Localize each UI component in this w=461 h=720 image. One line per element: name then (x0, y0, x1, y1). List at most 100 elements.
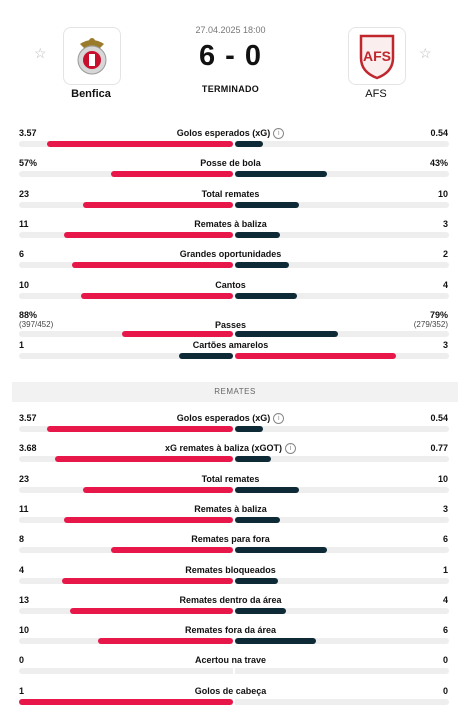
stat-row[interactable]: 1 3 Cartões amarelos (0, 340, 461, 368)
stat-away-bar-track (235, 638, 449, 645)
stat-row[interactable]: 57% 43% Posse de bola (0, 158, 461, 186)
stat-label-text: Remates à baliza (194, 503, 267, 514)
stat-label: Cartões amarelos (0, 340, 461, 350)
info-icon[interactable]: i (273, 128, 285, 139)
stat-home-value: 10 (19, 279, 30, 290)
afs-logo[interactable]: AFS (348, 27, 406, 85)
stat-home-bar-track (19, 426, 233, 432)
stat-away-bar (235, 638, 316, 645)
stat-away-bar (235, 577, 278, 584)
stat-home-bar-track (19, 456, 233, 463)
stat-away-bar-track (235, 486, 449, 493)
stat-label-text: Remates para fora (191, 534, 270, 545)
stat-row[interactable]: 3.57 0.54 Golos esperados (xG) i (0, 128, 461, 156)
stat-away-value: 0.54 (430, 413, 448, 423)
stat-away-bar-track (235, 201, 449, 208)
stat-label: Remates à baliza (0, 219, 461, 229)
stat-away-bar-track (235, 698, 449, 705)
stat-away-bar-track (235, 577, 449, 584)
stat-label: Remates fora da área (0, 625, 461, 635)
away-team-name[interactable]: AFS (365, 88, 387, 100)
stat-home-bar-track (19, 262, 233, 269)
stat-row[interactable]: 11 3 Remates à baliza (0, 504, 461, 532)
match-status: TERMINADO (201, 84, 260, 94)
stat-label: Grandes oportunidades (0, 249, 461, 259)
stat-home-value: 8 (19, 534, 25, 545)
stat-home-bar (83, 486, 233, 493)
info-icon[interactable]: i (273, 413, 285, 424)
stat-home-bar (19, 698, 233, 705)
stat-row[interactable]: 8 6 Remates para fora (0, 534, 461, 562)
stat-away-value: 6 (442, 625, 448, 636)
stat-label-text: Cartões amarelos (192, 340, 269, 351)
stat-label: Acertou na trave (0, 655, 461, 665)
favorite-away-star-icon[interactable]: ☆ (419, 45, 432, 61)
stat-home-value: 11 (19, 503, 29, 514)
stat-away-value: 1 (442, 564, 448, 575)
stat-row[interactable]: 4 1 Remates bloqueados (0, 565, 461, 593)
stat-away-value: 4 (442, 594, 448, 605)
stat-home-bar-track (19, 486, 233, 493)
stat-away-value: 3 (442, 340, 448, 351)
stat-row[interactable]: 11 3 Remates à baliza (0, 219, 461, 247)
stat-label: Remates à baliza (0, 504, 461, 514)
stat-away-bar (235, 292, 297, 299)
stat-away-bar-track (235, 171, 449, 178)
stat-away-bar (235, 262, 289, 269)
stat-away-bar-track (235, 231, 449, 238)
stat-home-bar-track (19, 231, 233, 238)
stat-row[interactable]: 1 0 Golos de cabeça (0, 686, 461, 714)
stat-away-bar (235, 141, 263, 147)
home-team-name[interactable]: Benfica (71, 88, 111, 100)
stat-row[interactable]: 3.57 0.54 Golos esperados (xG) i (0, 413, 461, 441)
stat-label: Remates para fora (0, 534, 461, 544)
stat-home-bar (72, 262, 233, 269)
stat-row[interactable]: 23 10 Total remates (0, 189, 461, 217)
stat-away-bar-track (235, 516, 449, 523)
stat-away-value: 0.77 (430, 443, 448, 454)
stat-home-bar-track (19, 292, 233, 299)
stat-row[interactable]: 6 2 Grandes oportunidades (0, 249, 461, 277)
benfica-logo[interactable] (63, 27, 121, 85)
stat-home-bar-track (19, 171, 233, 178)
stat-row[interactable]: 88% (397/452) 79% (279/352) Passes (0, 310, 461, 338)
stat-label: Remates bloqueados (0, 565, 461, 575)
stat-home-bar-track (19, 201, 233, 208)
stat-home-value: 88% (19, 309, 38, 320)
stat-row[interactable]: 0 0 Acertou na trave (0, 655, 461, 683)
stat-row[interactable]: 23 10 Total remates (0, 474, 461, 502)
stat-away-value: 0.54 (430, 128, 448, 138)
stat-home-value: 13 (19, 594, 30, 605)
stat-label-text: xG remates à baliza (xGOT) (164, 443, 283, 454)
stat-home-value: 4 (19, 564, 25, 575)
stat-home-bar (111, 171, 233, 178)
stat-home-bar-track (19, 353, 233, 360)
stat-home-bar-track (19, 638, 233, 645)
stat-away-value: 4 (442, 279, 448, 290)
favorite-home-star-icon[interactable]: ☆ (34, 45, 47, 61)
stat-home-bar (122, 330, 233, 337)
stat-label-text: Remates à baliza (194, 218, 267, 229)
stat-away-bar (235, 353, 396, 360)
section-header-remates: REMATES (12, 382, 458, 402)
info-icon[interactable]: i (285, 443, 297, 455)
stat-home-bar (47, 141, 233, 147)
stat-label: xG remates à baliza (xGOT) i (0, 443, 461, 455)
stat-away-bar (235, 607, 286, 614)
stat-away-bar (235, 486, 299, 493)
stat-label: Remates dentro da área (0, 595, 461, 605)
stat-home-bar-track (19, 141, 233, 147)
stat-label-text: Passes (214, 319, 247, 330)
stat-home-value: 3.57 (19, 128, 37, 138)
benfica-crest-icon (77, 38, 107, 75)
stat-row[interactable]: 3.68 0.77 xG remates à baliza (xGOT) i (0, 443, 461, 471)
stat-row[interactable]: 13 4 Remates dentro da área (0, 595, 461, 623)
stat-label: Golos esperados (xG) i (0, 128, 461, 139)
stat-row[interactable]: 10 4 Cantos (0, 280, 461, 308)
stat-label-text: Golos esperados (xG) (176, 413, 271, 423)
stat-home-bar (111, 547, 233, 554)
stat-row[interactable]: 10 6 Remates fora da área (0, 625, 461, 653)
afs-crest-icon: AFS (359, 34, 395, 80)
stat-away-bar-track (235, 141, 449, 147)
stat-away-value: 6 (442, 534, 448, 545)
